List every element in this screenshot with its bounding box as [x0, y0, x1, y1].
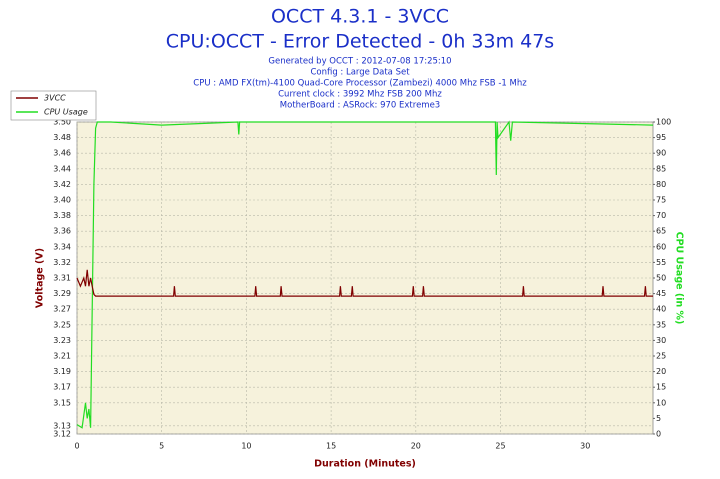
info-line: MotherBoard : ASRock: 970 Extreme3: [280, 101, 440, 111]
y2-tick-label: 65: [656, 227, 666, 236]
y2-tick-label: 20: [656, 367, 666, 376]
y2-tick-label: 85: [656, 164, 666, 173]
y-tick-label: 3.17: [53, 383, 71, 392]
y-tick-label: 3.48: [53, 133, 71, 142]
y-axis-label: Voltage (V): [35, 248, 46, 308]
y2-axis-label: CPU Usage (in %): [674, 232, 685, 325]
y-tick-label: 3.44: [53, 164, 71, 173]
y2-tick-label: 55: [656, 258, 666, 267]
x-tick-label: 30: [580, 442, 590, 451]
y-tick-label: 3.23: [53, 336, 71, 345]
legend-label: CPU Usage: [44, 108, 88, 117]
y-tick-label: 3.13: [53, 421, 71, 430]
y2-tick-label: 0: [656, 430, 661, 439]
y-tick-label: 3.36: [53, 227, 71, 236]
y-tick-label: 3.46: [53, 149, 71, 158]
x-tick-label: 15: [326, 442, 336, 451]
y2-tick-label: 40: [656, 305, 666, 314]
legend-box: [10, 90, 97, 121]
y2-tick-label: 80: [656, 180, 666, 189]
y-tick-label: 3.42: [53, 180, 71, 189]
y2-tick-label: 30: [656, 336, 666, 345]
x-tick-label: 5: [159, 442, 164, 451]
y-tick-label: 3.15: [53, 398, 71, 407]
info-line: Current clock : 3992 Mhz FSB 200 Mhz: [278, 90, 442, 100]
y2-tick-label: 50: [656, 274, 666, 283]
y2-tick-label: 35: [656, 320, 666, 329]
x-tick-label: 0: [74, 442, 79, 451]
y2-tick-label: 90: [656, 149, 666, 158]
y-tick-label: 3.32: [53, 258, 71, 267]
chart-title: OCCT 4.3.1 - 3VCC: [271, 6, 449, 28]
y2-tick-label: 25: [656, 352, 666, 361]
legend-label: 3VCC: [44, 94, 66, 103]
series-line: [76, 269, 653, 297]
y2-tick-label: 95: [656, 133, 666, 142]
y-tick-label: 3.38: [53, 211, 71, 220]
x-tick-label: 10: [241, 442, 251, 451]
y2-tick-label: 10: [656, 398, 666, 407]
y-tick-label: 3.31: [53, 274, 71, 283]
y2-tick-label: 15: [656, 383, 666, 392]
y-tick-label: 3.40: [53, 196, 71, 205]
y-tick-label: 3.21: [53, 352, 71, 361]
y2-tick-label: 75: [656, 196, 666, 205]
info-line: Generated by OCCT : 2012-07-08 17:25:10: [268, 57, 451, 67]
y-tick-label: 3.34: [53, 242, 71, 251]
y2-tick-label: 45: [656, 289, 666, 298]
y2-tick-label: 5: [656, 414, 661, 423]
y-tick-label: 3.50: [53, 118, 71, 127]
info-line: Config : Large Data Set: [310, 68, 410, 78]
y-tick-label: 3.12: [53, 430, 71, 439]
info-line: CPU : AMD FX(tm)-4100 Quad-Core Processo…: [193, 79, 527, 89]
y-tick-label: 3.29: [53, 289, 71, 298]
y-tick-label: 3.27: [53, 305, 71, 314]
chart-subtitle: CPU:OCCT - Error Detected - 0h 33m 47s: [166, 31, 554, 53]
y2-tick-label: 100: [656, 118, 671, 127]
x-axis-label: Duration (Minutes): [314, 459, 416, 470]
x-tick-label: 20: [411, 442, 421, 451]
y-tick-label: 3.19: [53, 367, 71, 376]
y2-tick-label: 70: [656, 211, 666, 220]
x-tick-label: 25: [495, 442, 505, 451]
y2-tick-label: 60: [656, 242, 666, 251]
series-line: [76, 120, 654, 429]
y-tick-label: 3.25: [53, 320, 71, 329]
